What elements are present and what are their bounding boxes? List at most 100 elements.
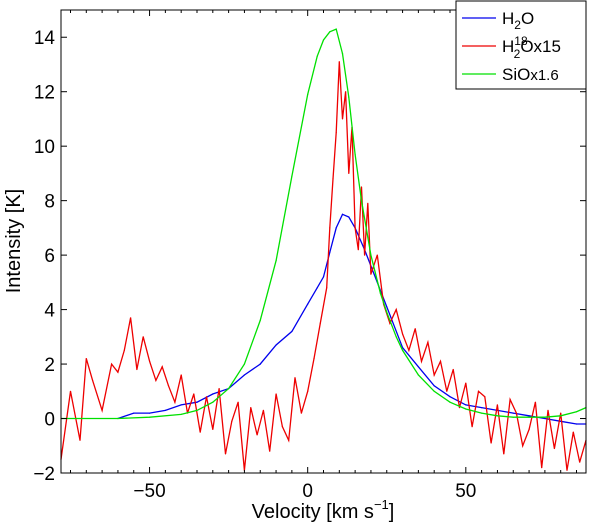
series-2-point (256, 434, 258, 436)
x-tick-label: −50 (133, 481, 165, 502)
series-1-point (386, 306, 388, 308)
y-tick-label: 14 (34, 28, 56, 49)
series-2-point (433, 374, 435, 376)
x-tick-label: 0 (302, 481, 313, 502)
series-3 (60, 28, 587, 420)
series-3-point (212, 401, 214, 403)
series-2-point (199, 431, 201, 433)
series-2-point (85, 358, 87, 360)
series-1-point (449, 396, 451, 398)
y-tick-label: 4 (44, 301, 55, 322)
series-2-point (566, 469, 568, 471)
series-2-point (136, 368, 138, 371)
series-2-point (477, 390, 480, 392)
series-2-point (572, 431, 574, 433)
series-2-point (439, 360, 442, 362)
series-3-point (180, 413, 182, 415)
y-tick-label: 8 (44, 192, 55, 213)
series-2-point (294, 377, 296, 379)
series-1-point (433, 385, 435, 387)
series-3-point (322, 39, 325, 41)
series-2-point (281, 426, 283, 428)
y-tick-label: 12 (34, 83, 55, 104)
series-3-point (307, 93, 309, 95)
series-2-point (354, 227, 356, 229)
series-3-point (117, 417, 119, 420)
legend-label-3: SiOx1.6 (502, 65, 559, 84)
series-3-point (348, 96, 350, 98)
series-2-point (101, 409, 103, 411)
series-1-point (373, 273, 375, 275)
series-1-point (243, 374, 245, 376)
series-2-point (579, 461, 581, 463)
series-1-point (512, 412, 514, 414)
series-2-point (503, 453, 505, 455)
series-2-point (547, 409, 549, 411)
series-2-point (92, 379, 94, 381)
y-tick-label: 2 (44, 355, 55, 376)
series-1-point (348, 216, 350, 218)
series-2-point (262, 409, 264, 411)
series-2-point (269, 450, 271, 452)
series-2-point (237, 401, 239, 403)
x-tick-label: 50 (455, 481, 476, 502)
series-1-point (149, 412, 151, 414)
series-2-point (130, 317, 132, 319)
legend-label-1: H2O (502, 9, 534, 32)
series-2-point (174, 401, 176, 403)
series-3-point (316, 55, 318, 57)
series-3-point (243, 363, 245, 365)
series-1-point (481, 407, 483, 409)
series-2 (60, 61, 587, 471)
series-2-point (553, 447, 556, 450)
series-1-point (307, 303, 309, 305)
series-2-point (348, 172, 350, 174)
series-3-point (417, 374, 419, 376)
series-2-point (420, 360, 423, 362)
series-1-point (259, 363, 261, 365)
series-1-point (544, 417, 546, 420)
series-2-point (275, 393, 277, 395)
series-2-point (341, 118, 344, 120)
series-3-point (560, 415, 562, 417)
series-2-point (522, 445, 524, 447)
series-2-point (326, 287, 328, 289)
series-3-point (496, 415, 498, 417)
series-1-point (316, 287, 318, 289)
series-2-point (360, 186, 363, 188)
series-2-point (335, 132, 337, 134)
series-2-point (465, 382, 467, 384)
y-tick-label: 10 (34, 137, 55, 158)
series-1-point (329, 251, 331, 253)
series-2-point (205, 396, 208, 398)
series-2-point (541, 467, 543, 469)
series-3-point (354, 153, 356, 155)
series-2-point (528, 428, 530, 430)
series-2-point (414, 328, 416, 330)
series-2-point (376, 254, 378, 256)
series-2-point (446, 390, 448, 392)
x-axis-label-close: ] (389, 501, 395, 523)
series-3-point (329, 31, 331, 33)
series-2-point (319, 322, 321, 324)
series-2-point (250, 407, 252, 409)
series-2-point (496, 404, 498, 406)
series-2-point (452, 368, 454, 371)
series-1-point (575, 423, 578, 425)
series-2-point (458, 407, 461, 409)
series-1-point (275, 344, 277, 346)
series-1-point (335, 227, 337, 229)
series-1-point (528, 415, 530, 417)
series-2-point (117, 371, 119, 373)
series-1-point (341, 213, 344, 215)
series-3-point (370, 254, 372, 256)
series-1-point (402, 347, 404, 349)
x-axis-label: Velocity [km s−1] (252, 497, 395, 523)
series-3-point (228, 388, 230, 390)
series-1-point (322, 276, 325, 278)
series-2-point (408, 349, 410, 351)
series-3-point (335, 28, 337, 30)
series-3-point (481, 412, 483, 414)
series-3-point (291, 175, 293, 177)
